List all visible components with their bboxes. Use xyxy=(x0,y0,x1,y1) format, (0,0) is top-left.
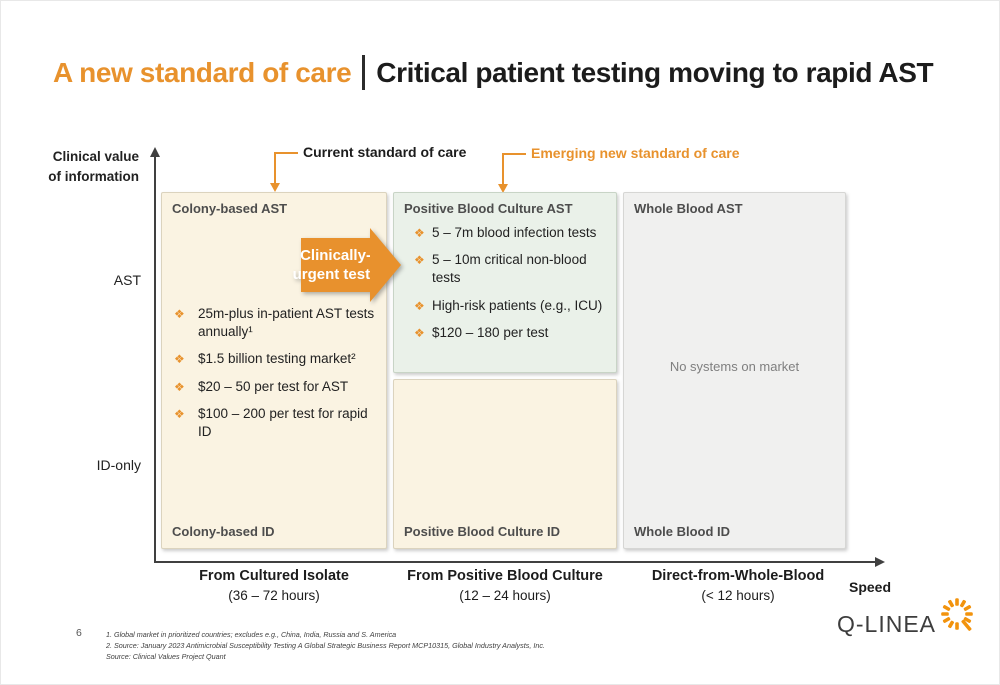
clinically-urgent-arrow-body: Clinically- urgent tests xyxy=(293,238,378,292)
x-axis-title: Speed xyxy=(849,579,892,595)
pbc-id-label: Positive Blood Culture ID xyxy=(404,524,561,539)
title-highlight: A new standard of care xyxy=(53,56,352,88)
list-item: ❖ 5 – 7m blood infection tests xyxy=(414,224,612,242)
colony-ast-header: Colony-based AST xyxy=(172,201,288,216)
urgent-arrow-line1: Clinically- xyxy=(300,246,371,264)
bullet-text: $1.5 billion testing market² xyxy=(198,351,356,367)
diamond-bullet-icon: ❖ xyxy=(174,379,185,394)
y-axis-arrow-icon xyxy=(150,147,160,157)
x-axis-arrow-icon xyxy=(875,557,885,567)
footnote-1: 1. Global market in prioritized countrie… xyxy=(106,630,397,639)
emerging-standard-arrowhead-icon xyxy=(498,184,508,193)
current-standard-arrowhead-icon xyxy=(270,183,280,192)
x-category-positive-blood-culture: From Positive Blood Culture (12 – 24 hou… xyxy=(390,568,620,603)
diamond-bullet-icon: ❖ xyxy=(174,406,185,421)
list-item: ❖ $20 – 50 per test for AST xyxy=(174,378,378,396)
whole-blood-ast-header: Whole Blood AST xyxy=(634,201,743,216)
bullet-text: 25m-plus in-patient AST tests annually¹ xyxy=(198,306,375,340)
list-item: ❖ 5 – 10m critical non-blood tests xyxy=(414,251,612,287)
y-tick-id-only: ID-only xyxy=(96,457,141,473)
footnote-2: 2. Source: January 2023 Antimicrobial Su… xyxy=(106,641,545,651)
pbc-ast-bullet-list: ❖ 5 – 7m blood infection tests ❖ 5 – 10m… xyxy=(414,224,612,351)
current-standard-label: Current standard of care xyxy=(303,144,467,160)
x-category-time: (< 12 hours) xyxy=(701,588,775,603)
x-category-label: Direct-from-Whole-Blood xyxy=(651,568,825,584)
whole-blood-id-label: Whole Blood ID xyxy=(634,524,731,539)
positive-blood-culture-ast-box: Positive Blood Culture AST ❖ 5 – 7m bloo… xyxy=(393,192,617,373)
bullet-text: $120 – 180 per test xyxy=(432,324,549,340)
list-item: ❖ $120 – 180 per test xyxy=(414,324,612,342)
diamond-bullet-icon: ❖ xyxy=(414,226,425,240)
list-item: ❖ $1.5 billion testing market² xyxy=(174,350,378,368)
y-axis-line xyxy=(154,157,156,563)
urgent-arrow-line2: urgent tests xyxy=(292,266,379,283)
bullet-text: $20 – 50 per test for AST xyxy=(198,378,349,394)
list-item: ❖ $100 – 200 per test for rapid ID xyxy=(174,405,378,441)
clinically-urgent-arrow: Clinically- urgent tests xyxy=(293,228,402,302)
diamond-bullet-icon: ❖ xyxy=(414,253,425,268)
diamond-bullet-icon: ❖ xyxy=(174,307,185,321)
no-systems-note: No systems on market xyxy=(669,359,800,374)
title-rest: Critical patient testing moving to rapid… xyxy=(376,56,934,88)
colony-id-label: Colony-based ID xyxy=(172,524,275,539)
diamond-bullet-icon: ❖ xyxy=(414,325,425,340)
emerging-standard-connector xyxy=(502,153,526,185)
diamond-bullet-icon: ❖ xyxy=(174,352,185,367)
x-category-whole-blood: Direct-from-Whole-Blood (< 12 hours) xyxy=(623,568,853,603)
x-category-cultured-isolate: From Cultured Isolate (36 – 72 hours) xyxy=(159,568,389,603)
emerging-standard-label: Emerging new standard of care xyxy=(531,145,740,161)
current-standard-connector xyxy=(274,152,298,184)
qlinea-gear-icon xyxy=(941,598,973,631)
page-title: A new standard of care Critical patient … xyxy=(53,55,934,90)
qlinea-logo: Q-LINEA xyxy=(837,598,976,638)
y-axis-label-line1: Clinical value xyxy=(52,149,139,164)
footnotes: 1. Global market in prioritized countrie… xyxy=(106,629,545,662)
x-category-time: (12 – 24 hours) xyxy=(459,588,551,603)
page-number: 6 xyxy=(76,627,82,639)
list-item: ❖ 25m-plus in-patient AST tests annually… xyxy=(174,305,378,341)
bullet-text: $100 – 200 per test for rapid ID xyxy=(198,405,368,440)
pbc-ast-header: Positive Blood Culture AST xyxy=(404,201,573,216)
y-tick-ast: AST xyxy=(113,272,141,288)
title-divider xyxy=(362,55,366,90)
diamond-bullet-icon: ❖ xyxy=(414,298,425,313)
bullet-text: 5 – 10m critical non-blood tests xyxy=(432,252,587,286)
y-axis-label: Clinical value of information xyxy=(29,147,139,186)
x-category-label: From Positive Blood Culture xyxy=(407,568,603,584)
positive-blood-culture-id-box: Positive Blood Culture ID xyxy=(393,379,617,549)
qlinea-logo-text: Q-LINEA xyxy=(837,611,937,637)
clinically-urgent-arrowhead-icon xyxy=(370,228,401,302)
bullet-text: 5 – 7m blood infection tests xyxy=(432,225,597,240)
x-category-label: From Cultured Isolate xyxy=(199,568,349,584)
list-item: ❖ High-risk patients (e.g., ICU) xyxy=(414,297,612,315)
bullet-text: High-risk patients (e.g., ICU) xyxy=(432,297,603,313)
footnote-source: Source: Clinical Values Project Quant xyxy=(106,652,226,662)
x-category-time: (36 – 72 hours) xyxy=(228,588,320,603)
colony-ast-bullet-list: ❖ 25m-plus in-patient AST tests annually… xyxy=(174,305,378,450)
whole-blood-box: Whole Blood AST No systems on market Who… xyxy=(623,192,846,549)
y-axis-label-line2: of information xyxy=(48,168,139,184)
x-axis-line xyxy=(154,561,876,563)
